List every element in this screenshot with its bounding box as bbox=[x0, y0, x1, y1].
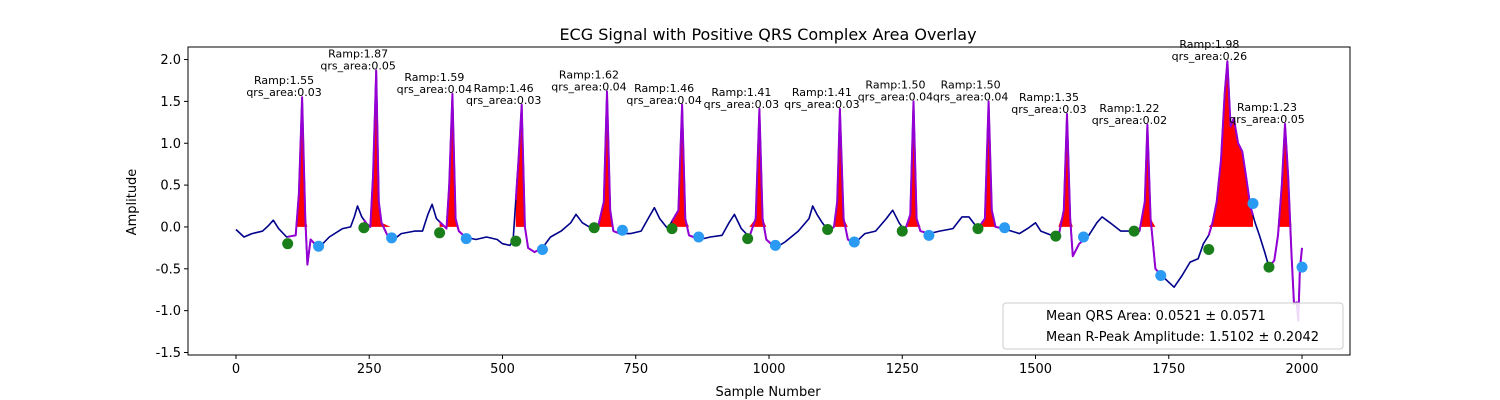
y-tick-label: -1.0 bbox=[156, 304, 181, 319]
qrs-onset-marker bbox=[358, 222, 370, 234]
signal-layer bbox=[235, 60, 1303, 322]
qrs-onset-marker bbox=[1050, 230, 1062, 242]
qrs-onset-marker bbox=[1203, 244, 1215, 256]
qrs-area-label: qrs_area:0.03 bbox=[246, 86, 321, 99]
qrs-area-label: qrs_area:0.04 bbox=[551, 80, 626, 93]
qrs-offset-marker bbox=[693, 231, 705, 243]
qrs-area-label: qrs_area:0.04 bbox=[626, 94, 701, 107]
qrs-area-fill bbox=[1269, 124, 1302, 227]
qrs-area-label: qrs_area:0.05 bbox=[320, 59, 395, 72]
qrs-offset-marker bbox=[769, 239, 781, 251]
x-tick-label: 500 bbox=[490, 362, 515, 377]
x-tick-label: 2000 bbox=[1285, 362, 1318, 377]
qrs-onset-marker bbox=[742, 233, 754, 245]
qrs-offset-marker bbox=[313, 240, 325, 252]
x-tick-label: 0 bbox=[232, 362, 240, 377]
r-amplitude-label: Ramp:1.41 bbox=[792, 86, 852, 99]
legend-entry-mean-qrs-area: Mean QRS Area: 0.0521 ± 0.0571 bbox=[1046, 309, 1266, 324]
qrs-area-label: qrs_area:0.02 bbox=[1092, 114, 1167, 127]
y-tick-label: -0.5 bbox=[156, 262, 181, 277]
y-tick-label: 2.0 bbox=[160, 53, 181, 68]
x-axis: 0 250 500 750 1000 1250 1500 1750 2000 bbox=[232, 355, 1319, 377]
y-axis-label: Amplitude bbox=[125, 169, 140, 236]
x-axis-label: Sample Number bbox=[715, 385, 821, 400]
qrs-area-label: qrs_area:0.03 bbox=[704, 98, 779, 111]
qrs-area-label: qrs_area:0.26 bbox=[1172, 50, 1247, 63]
qrs-onset-marker bbox=[1128, 225, 1140, 237]
ecg-signal-line bbox=[235, 60, 1303, 322]
r-amplitude-label: Ramp:1.23 bbox=[1237, 101, 1297, 114]
qrs-offset-marker bbox=[923, 229, 935, 241]
r-amplitude-label: Ramp:1.46 bbox=[634, 82, 694, 95]
x-tick-label: 250 bbox=[357, 362, 382, 377]
qrs-onset-marker bbox=[666, 223, 678, 235]
r-amplitude-label: Ramp:1.50 bbox=[941, 78, 1001, 91]
qrs-area-fill bbox=[1134, 124, 1161, 227]
x-tick-label: 1000 bbox=[752, 362, 785, 377]
y-tick-label: 0.5 bbox=[160, 179, 181, 194]
x-tick-label: 1750 bbox=[1152, 362, 1185, 377]
y-tick-label: 1.5 bbox=[160, 95, 181, 110]
r-amplitude-label: Ramp:1.35 bbox=[1019, 91, 1079, 104]
r-amplitude-label: Ramp:1.87 bbox=[328, 47, 388, 60]
qrs-offset-marker bbox=[1247, 198, 1259, 210]
r-amplitude-label: Ramp:1.41 bbox=[711, 86, 771, 99]
qrs-onset-marker bbox=[434, 227, 446, 239]
chart-title: ECG Signal with Positive QRS Complex Are… bbox=[559, 25, 976, 44]
qrs-offset-marker bbox=[848, 236, 860, 248]
y-tick-label: -1.5 bbox=[156, 346, 181, 361]
qrs-area-label: qrs_area:0.03 bbox=[784, 98, 859, 111]
r-amplitude-label: Ramp:1.62 bbox=[559, 68, 619, 81]
qrs-area-label: qrs_area:0.03 bbox=[1011, 103, 1086, 116]
annotation-layer: Ramp:1.55qrs_area:0.03Ramp:1.87qrs_area:… bbox=[246, 38, 1304, 127]
qrs-area-label: qrs_area:0.05 bbox=[1229, 113, 1304, 126]
qrs-segment-line bbox=[514, 103, 543, 254]
marker-layer bbox=[282, 198, 1308, 281]
qrs-onset-marker bbox=[972, 223, 984, 235]
qrs-offset-marker bbox=[536, 244, 548, 256]
qrs-onset-marker bbox=[822, 223, 834, 235]
qrs-offset-marker bbox=[1077, 231, 1089, 243]
y-tick-label: 0.0 bbox=[160, 220, 181, 235]
r-amplitude-label: Ramp:1.22 bbox=[1099, 102, 1159, 115]
y-axis: -1.5 -1.0 -0.5 0.0 0.5 1.0 1.5 2.0 bbox=[156, 53, 188, 361]
x-tick-label: 1250 bbox=[886, 362, 919, 377]
qrs-area-label: qrs_area:0.04 bbox=[933, 90, 1008, 103]
qrs-onset-marker bbox=[588, 222, 600, 234]
qrs-segment-line bbox=[671, 103, 699, 241]
r-amplitude-label: Ramp:1.98 bbox=[1179, 38, 1239, 51]
legend-entry-mean-r-peak-amplitude: Mean R-Peak Amplitude: 1.5102 ± 0.2042 bbox=[1046, 330, 1319, 345]
qrs-onset-marker bbox=[282, 238, 294, 250]
qrs-offset-marker bbox=[616, 224, 628, 236]
qrs-offset-marker bbox=[999, 222, 1011, 234]
qrs-offset-marker bbox=[1155, 269, 1167, 281]
qrs-segment-line bbox=[287, 96, 320, 266]
qrs-offset-marker bbox=[386, 232, 398, 244]
qrs-area-fill bbox=[1208, 61, 1253, 227]
qrs-onset-marker bbox=[510, 235, 522, 247]
r-amplitude-label: Ramp:1.59 bbox=[404, 71, 464, 84]
qrs-offset-marker bbox=[460, 233, 472, 245]
qrs-onset-marker bbox=[1263, 261, 1275, 273]
legend-box bbox=[1002, 302, 1344, 350]
r-amplitude-label: Ramp:1.46 bbox=[474, 82, 534, 95]
qrs-area-label: qrs_area:0.03 bbox=[466, 94, 541, 107]
qrs-area-label: qrs_area:0.04 bbox=[858, 90, 933, 103]
qrs-area-fill bbox=[439, 93, 467, 227]
x-tick-label: 750 bbox=[623, 362, 648, 377]
legend: Mean QRS Area: 0.0521 ± 0.0571 Mean R-Pe… bbox=[1002, 302, 1344, 350]
r-amplitude-label: Ramp:1.50 bbox=[865, 78, 925, 91]
r-amplitude-label: Ramp:1.55 bbox=[254, 74, 314, 87]
qrs-segment-line bbox=[1207, 60, 1254, 236]
y-tick-label: 1.0 bbox=[160, 137, 181, 152]
qrs-onset-marker bbox=[896, 225, 908, 237]
qrs-area-label: qrs_area:0.04 bbox=[397, 83, 472, 96]
qrs-offset-marker bbox=[1296, 261, 1308, 273]
x-tick-label: 1500 bbox=[1019, 362, 1052, 377]
